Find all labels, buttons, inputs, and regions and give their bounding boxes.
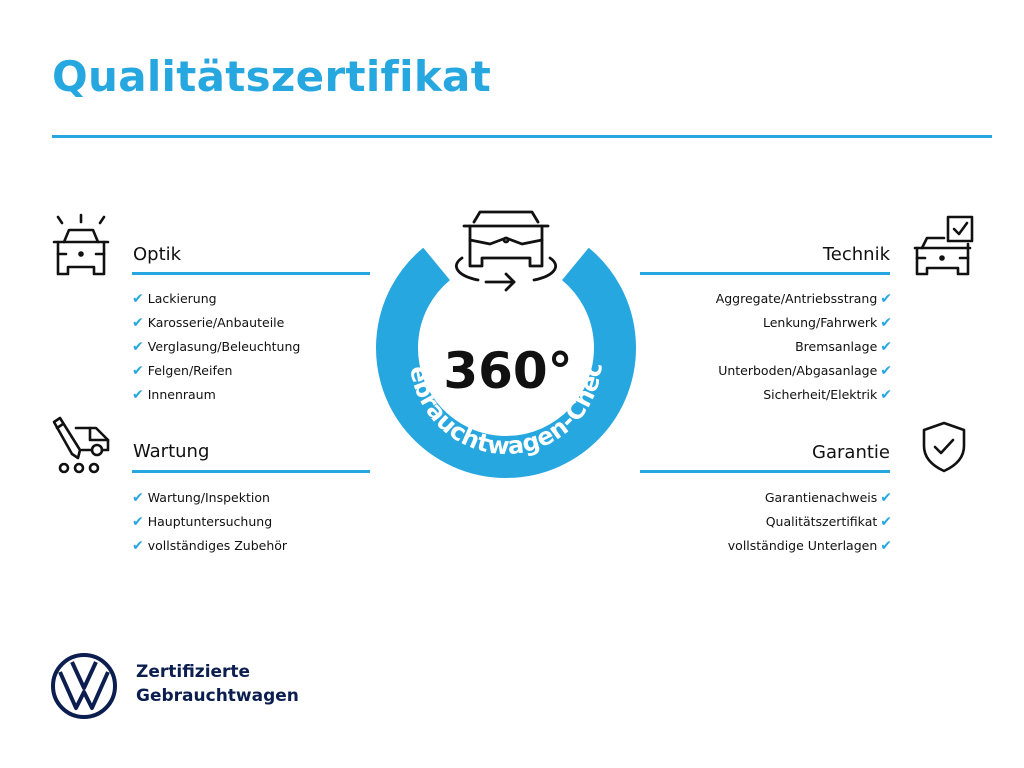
check-icon: ✔ bbox=[132, 490, 144, 506]
page-title: Qualitätszertifikat bbox=[52, 52, 492, 101]
list-item: ✔ Karosserie/Anbauteile bbox=[132, 315, 285, 331]
section-divider bbox=[132, 272, 370, 275]
list-item: ✔ Verglasung/Beleuchtung bbox=[132, 339, 301, 355]
check-icon: ✔ bbox=[132, 339, 144, 355]
check-icon: ✔ bbox=[880, 363, 892, 379]
list-item: vollständige Unterlagen ✔ bbox=[727, 538, 892, 554]
list-item: Aggregate/Antriebsstrang ✔ bbox=[715, 291, 892, 307]
car-checklist-icon bbox=[913, 215, 974, 276]
check-icon: ✔ bbox=[132, 538, 144, 554]
list-item: Garantienachweis ✔ bbox=[764, 490, 892, 506]
technik-list: Aggregate/Antriebsstrang ✔ Lenkung/Fahrwe… bbox=[716, 287, 892, 407]
shield-check-icon bbox=[922, 421, 966, 473]
check-icon: ✔ bbox=[880, 315, 892, 331]
list-item: Unterboden/Abgasanlage ✔ bbox=[718, 363, 892, 379]
list-item: ✔ Innenraum bbox=[132, 387, 216, 403]
car-lights-icon bbox=[52, 213, 110, 276]
check-icon: ✔ bbox=[132, 315, 144, 331]
optik-list: ✔ Lackierung ✔ Karosserie/Anbauteile ✔ Verg… bbox=[132, 287, 300, 407]
list-item: Qualitätszertifikat ✔ bbox=[765, 514, 892, 530]
check-icon: ✔ bbox=[132, 363, 144, 379]
check-icon: ✔ bbox=[132, 514, 144, 530]
brand-text: Zertifizierte Gebrauchtwagen bbox=[136, 662, 299, 706]
section-divider bbox=[132, 470, 370, 473]
badge-value: 360° bbox=[443, 342, 572, 400]
list-item: ✔ Hauptuntersuchung bbox=[132, 514, 273, 530]
badge-ring bbox=[376, 247, 636, 478]
section-title-optik: Optik bbox=[133, 244, 182, 265]
check-icon: ✔ bbox=[880, 291, 892, 307]
list-item: ✔ Felgen/Reifen bbox=[132, 363, 233, 379]
check-icon: ✔ bbox=[132, 387, 144, 403]
list-item: Sicherheit/Elektrik ✔ bbox=[763, 387, 892, 403]
list-item: Lenkung/Fahrwerk ✔ bbox=[763, 315, 892, 331]
360-badge: 360° Gebrauchtwagen-Check bbox=[366, 200, 636, 478]
list-item: ✔ vollständiges Zubehör bbox=[132, 538, 288, 554]
vw-logo bbox=[51, 653, 117, 719]
service-van-icon bbox=[52, 416, 110, 474]
title-divider bbox=[52, 135, 992, 138]
section-divider bbox=[640, 272, 890, 275]
check-icon: ✔ bbox=[880, 387, 892, 403]
section-title-wartung: Wartung bbox=[133, 441, 210, 462]
check-icon: ✔ bbox=[880, 538, 892, 554]
car-rotate-icon bbox=[455, 210, 557, 292]
section-title-garantie: Garantie bbox=[812, 442, 890, 463]
garantie-list: Garantienachweis ✔ Qualitätszertifikat ✔ v… bbox=[728, 486, 892, 558]
list-item: ✔ Wartung/Inspektion bbox=[132, 490, 270, 506]
list-item: ✔ Lackierung bbox=[132, 291, 217, 307]
check-icon: ✔ bbox=[132, 291, 144, 307]
section-title-technik: Technik bbox=[822, 244, 890, 265]
wartung-list: ✔ Wartung/Inspektion ✔ Hauptuntersuchung ✔… bbox=[132, 486, 287, 558]
list-item: Bremsanlage ✔ bbox=[795, 339, 892, 355]
check-icon: ✔ bbox=[880, 339, 892, 355]
section-divider bbox=[640, 470, 890, 473]
check-icon: ✔ bbox=[880, 490, 892, 506]
check-icon: ✔ bbox=[880, 514, 892, 530]
